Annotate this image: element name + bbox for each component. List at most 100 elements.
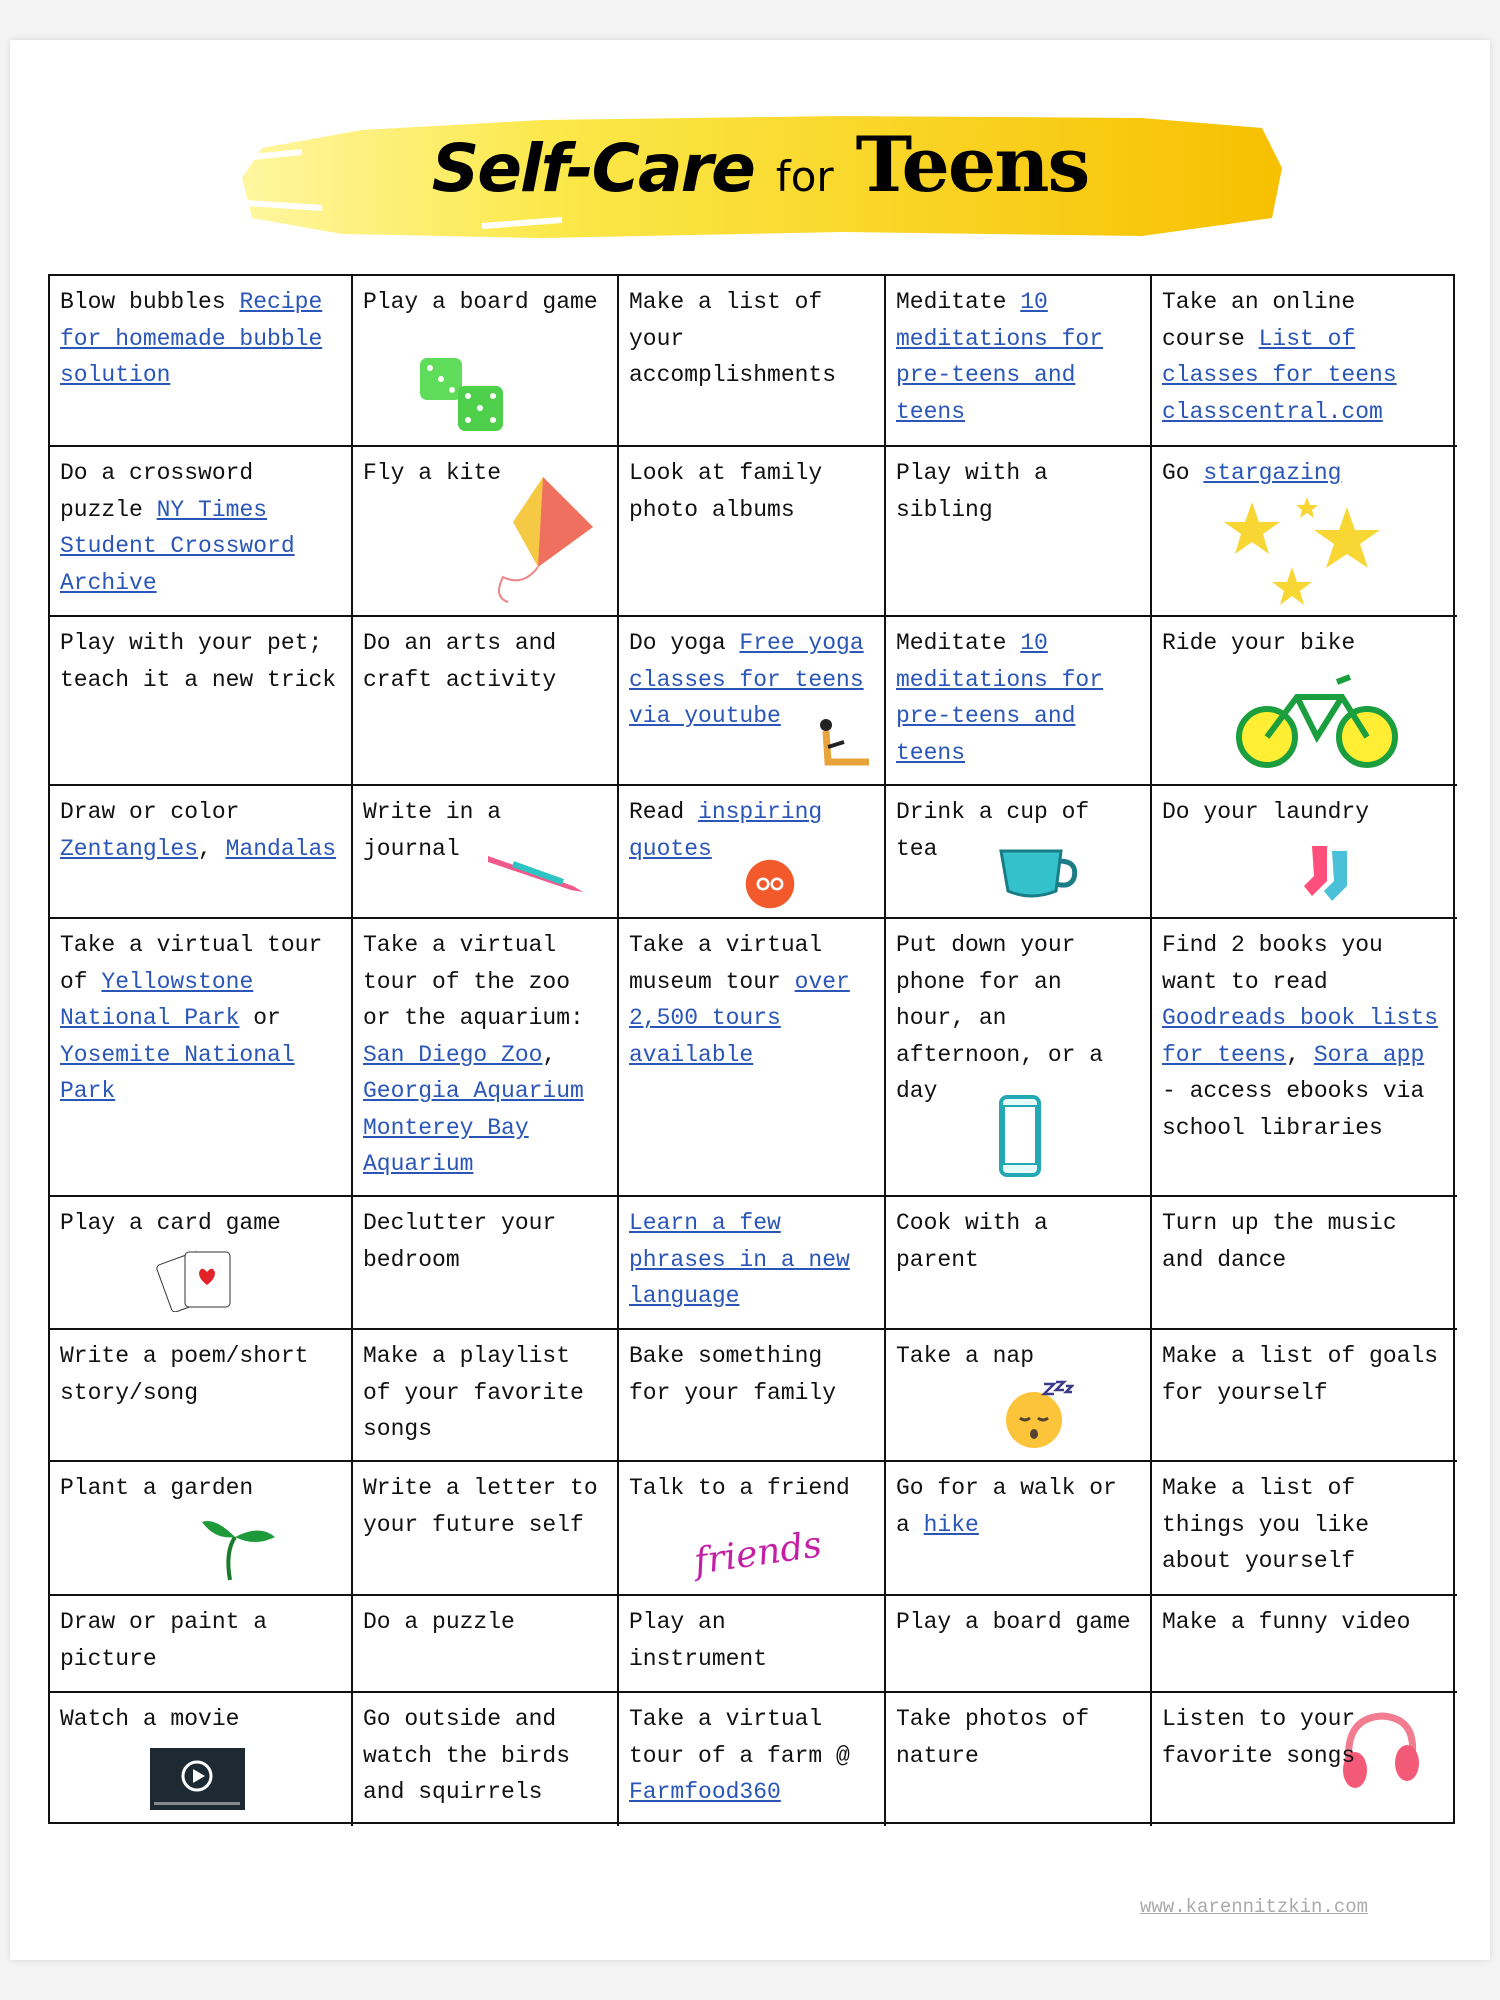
- activity-text: Play a board game: [363, 289, 598, 315]
- table-cell: Blow bubbles Recipe for homemade bubble …: [50, 276, 353, 447]
- activity-text: Drink a cup of tea: [896, 799, 1090, 862]
- cell-text: Play a board game: [363, 284, 607, 321]
- page-title: Self-Care for Teens: [330, 120, 1190, 230]
- table-cell: Look at family photo albums: [619, 447, 886, 617]
- activity-text: ,: [542, 1041, 557, 1068]
- footer-website-link[interactable]: www.karennitzkin.com: [1140, 1896, 1369, 1918]
- activity-text: Plant a garden: [60, 1475, 254, 1501]
- resource-link[interactable]: Free yoga classes for teens via youtube: [629, 630, 864, 729]
- cell-text: Make a funny video: [1162, 1604, 1447, 1641]
- cell-text: Go for a walk or a hike: [896, 1470, 1140, 1543]
- yellow-brush-banner: [242, 116, 1282, 238]
- table-cell: Make a list of things you like about you…: [1152, 1462, 1457, 1596]
- table-cell: Cook with a parent: [886, 1197, 1152, 1330]
- activity-table: Blow bubbles Recipe for homemade bubble …: [48, 274, 1457, 1826]
- stars-icon: [1222, 492, 1392, 607]
- resource-link[interactable]: Recipe for homemade bubble solution: [60, 289, 323, 388]
- table-cell: Go outside and watch the birds and squir…: [353, 1693, 619, 1826]
- table-cell: Draw or paint a picture: [50, 1596, 353, 1693]
- table-cell: Listen to your favorite songs: [1152, 1693, 1457, 1826]
- kite-icon: [493, 472, 598, 607]
- activity-text: - access ebooks via school libraries: [1162, 1078, 1425, 1141]
- table-cell: Go for a walk or a hike: [886, 1462, 1152, 1596]
- cell-text: Do yoga Free yoga classes for teens via …: [629, 625, 874, 735]
- cell-text: Take a virtual tour of the zoo or the aq…: [363, 927, 607, 1183]
- cell-text: Make a list of goals for yourself: [1162, 1338, 1447, 1411]
- table-cell: Make a list of goals for yourself: [1152, 1330, 1457, 1462]
- dice-icon: [418, 356, 513, 436]
- cell-text: Do a puzzle: [363, 1604, 607, 1641]
- resource-link[interactable]: San Diego Zoo: [363, 1041, 543, 1068]
- table-cell: Take an online course List of classes fo…: [1152, 276, 1457, 447]
- resource-link[interactable]: Mandalas: [225, 835, 337, 862]
- cell-text: Declutter your bedroom: [363, 1205, 607, 1278]
- activity-text: Do a puzzle: [363, 1609, 515, 1635]
- activity-text: Play with a sibling: [896, 460, 1048, 523]
- resource-link[interactable]: hike: [923, 1511, 979, 1538]
- activity-text: Meditate: [896, 630, 1021, 656]
- cell-text: Look at family photo albums: [629, 455, 874, 528]
- activity-text: Go: [1162, 460, 1204, 486]
- table-cell: Write a poem/short story/song: [50, 1330, 353, 1462]
- activity-text: Draw or paint a picture: [60, 1609, 268, 1672]
- cell-text: Plant a garden: [60, 1470, 341, 1507]
- activity-text: Talk to a friend: [629, 1475, 850, 1501]
- activity-text: Take a virtual tour of the zoo or the aq…: [363, 932, 584, 1031]
- cell-text: Cook with a parent: [896, 1205, 1140, 1278]
- resource-link[interactable]: Zentangles: [60, 835, 199, 862]
- cell-text: Take a virtual tour of a farm @ Farmfood…: [629, 1701, 874, 1811]
- table-cell: Take a nap: [886, 1330, 1152, 1462]
- cell-text: Go outside and watch the birds and squir…: [363, 1701, 607, 1811]
- table-cell: Bake something for your family: [619, 1330, 886, 1462]
- table-cell: Make a funny video: [1152, 1596, 1457, 1693]
- table-cell: Take a virtual tour of a farm @ Farmfood…: [619, 1693, 886, 1826]
- yoga-icon: [814, 717, 874, 772]
- cell-text: Take photos of nature: [896, 1701, 1140, 1774]
- cell-text: Do an arts and craft activity: [363, 625, 607, 698]
- table-cell: Take a virtual tour of Yellowstone Natio…: [50, 919, 353, 1197]
- resource-link[interactable]: 10 meditations for pre-teens and teens: [896, 630, 1104, 766]
- cell-text: Make a playlist of your favorite songs: [363, 1338, 607, 1448]
- resource-link[interactable]: over 2,500 tours available: [629, 968, 850, 1068]
- activity-text: Write in a journal: [363, 799, 502, 862]
- table-cell: Make a playlist of your favorite songs: [353, 1330, 619, 1462]
- resource-link[interactable]: 10 meditations for pre-teens and teens: [896, 289, 1104, 425]
- resource-link[interactable]: inspiring quotes: [629, 799, 823, 862]
- activity-text: Fly a kite: [363, 460, 502, 486]
- activity-text: Do a crossword puzzle: [60, 460, 254, 523]
- resource-link[interactable]: stargazing: [1203, 460, 1342, 486]
- resource-link[interactable]: Monterey Bay Aquarium: [363, 1114, 529, 1178]
- cell-text: Take an online course List of classes fo…: [1162, 284, 1447, 430]
- activity-text: Play a board game: [896, 1609, 1131, 1635]
- table-cell: Read inspiring quotes: [619, 786, 886, 919]
- table-cell: Go stargazing: [1152, 447, 1457, 617]
- worksheet-page: [10, 40, 1490, 1960]
- activity-text: Bake something for your family: [629, 1343, 837, 1406]
- resource-link[interactable]: Yosemite National Park: [60, 1041, 295, 1105]
- cell-text: Write in a journal: [363, 794, 607, 867]
- table-cell: Play a board game: [886, 1596, 1152, 1693]
- resource-link[interactable]: Learn a few phrases in a new language: [629, 1210, 850, 1309]
- table-cell: Fly a kite: [353, 447, 619, 617]
- activity-text: Find 2 books you want to read: [1162, 932, 1383, 995]
- bike-icon: [1232, 672, 1402, 772]
- activity-text: Do yoga: [629, 630, 740, 656]
- resource-link[interactable]: Goodreads book lists for teens: [1162, 1005, 1439, 1068]
- cup-icon: [996, 846, 1081, 901]
- video-player-icon: [150, 1748, 245, 1810]
- resource-link[interactable]: Yellowstone National Park: [60, 968, 254, 1032]
- resource-link[interactable]: Georgia Aquarium: [363, 1078, 584, 1104]
- quote-icon: [744, 858, 796, 910]
- resource-link[interactable]: List of classes for teens classcentral.c…: [1162, 325, 1397, 425]
- resource-link[interactable]: Farmfood360: [629, 1779, 781, 1805]
- cell-text: Ride your bike: [1162, 625, 1447, 662]
- resource-link[interactable]: Sora app: [1313, 1041, 1425, 1068]
- activity-text: Take a virtual tour of a farm @: [629, 1706, 850, 1769]
- activity-text: ,: [198, 835, 226, 862]
- activity-text: Play a card game: [60, 1210, 281, 1236]
- activity-text: Go for a walk or a: [896, 1475, 1117, 1538]
- activity-text: Turn up the music and dance: [1162, 1210, 1397, 1273]
- cell-text: Do your laundry: [1162, 794, 1447, 831]
- resource-link[interactable]: NY Times Student Crossword Archive: [60, 496, 295, 596]
- table-cell: Make a list of your accomplishments: [619, 276, 886, 447]
